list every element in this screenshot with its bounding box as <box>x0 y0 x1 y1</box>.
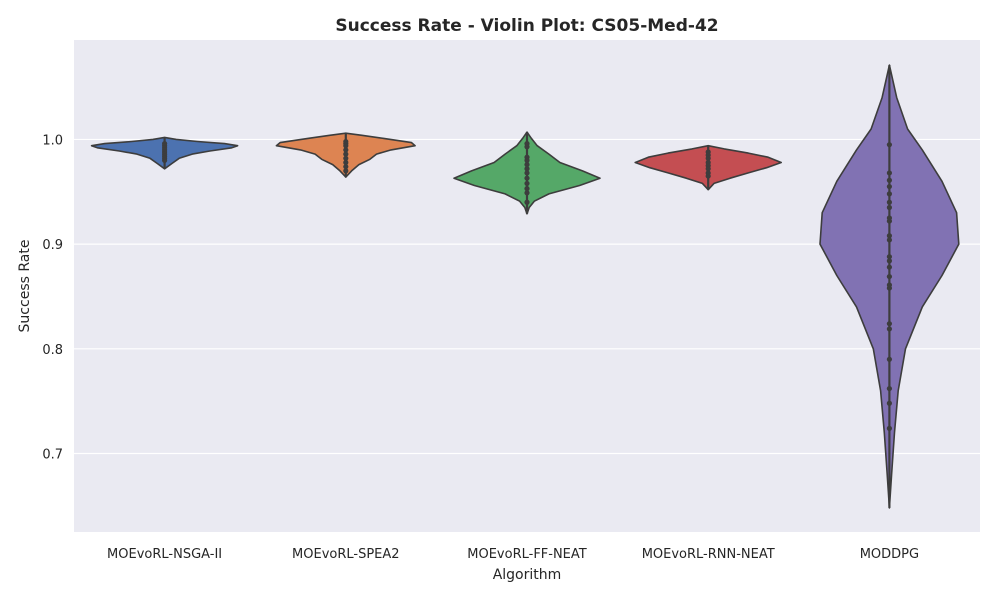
data-point <box>886 218 893 224</box>
data-point <box>886 183 893 190</box>
x-tick-label: MOEvoRL-FF-NEAT <box>467 547 587 562</box>
data-point <box>886 177 893 183</box>
data-point <box>886 385 893 392</box>
data-point <box>162 157 168 163</box>
data-point <box>886 356 893 362</box>
data-point <box>524 166 530 172</box>
violin-group <box>275 132 416 178</box>
data-point <box>524 190 530 196</box>
data-point <box>524 161 530 168</box>
data-point <box>705 155 711 161</box>
x-tick-labels: MOEvoRL-NSGA-II MOEvoRL-SPEA2 MOEvoRL-FF-N… <box>107 547 919 562</box>
y-tick-label: 0.9 <box>42 238 63 253</box>
data-point <box>886 425 893 431</box>
data-point <box>886 204 893 211</box>
data-point <box>343 155 349 161</box>
violin-group <box>819 64 960 509</box>
data-point <box>343 147 349 153</box>
x-tick-label: MOEvoRL-RNN-NEAT <box>642 547 775 562</box>
data-point <box>524 186 530 192</box>
y-tick-label: 0.7 <box>42 447 63 462</box>
violin-group <box>634 144 782 191</box>
y-tick-labels: 0.7 0.8 0.9 1.0 <box>42 133 63 462</box>
data-point <box>886 191 893 197</box>
data-point <box>524 175 530 181</box>
data-point <box>343 168 349 174</box>
y-tick-label: 0.8 <box>42 343 63 358</box>
data-point <box>886 170 893 176</box>
data-point <box>886 285 893 291</box>
y-tick-label: 1.0 <box>42 133 63 148</box>
data-point <box>886 321 893 327</box>
data-point <box>524 199 530 205</box>
x-tick-label: MOEvoRL-SPEA2 <box>292 547 400 562</box>
y-axis-label: Success Rate <box>17 240 33 333</box>
data-point <box>886 233 893 239</box>
violin-group <box>453 131 601 215</box>
data-point <box>886 264 893 270</box>
data-point <box>524 157 530 163</box>
data-point <box>343 164 349 170</box>
data-point <box>524 170 530 176</box>
data-point <box>343 143 349 149</box>
data-point <box>886 258 893 264</box>
data-point <box>886 254 893 260</box>
violin-group <box>90 136 239 170</box>
data-point <box>705 166 711 172</box>
data-point <box>886 237 893 243</box>
data-point <box>886 400 893 406</box>
data-point <box>705 173 711 179</box>
data-point <box>343 151 349 157</box>
violins <box>90 64 960 509</box>
data-point <box>524 144 530 150</box>
x-axis-label: Algorithm <box>493 567 562 583</box>
chart-title: Success Rate - Violin Plot: CS05-Med-42 <box>335 16 718 36</box>
data-point <box>886 142 893 148</box>
data-point <box>886 199 893 205</box>
data-point <box>343 159 349 166</box>
plot-area-background <box>74 40 980 532</box>
data-point <box>886 326 893 332</box>
data-point <box>524 180 530 187</box>
x-tick-label: MODDPG <box>860 547 919 562</box>
x-tick-label: MOEvoRL-NSGA-II <box>107 547 222 562</box>
data-point <box>886 273 893 280</box>
